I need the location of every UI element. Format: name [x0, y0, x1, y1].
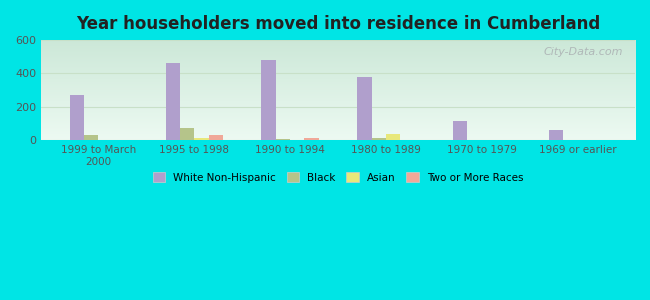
Bar [194, 138, 209, 140]
Bar [304, 138, 319, 140]
Bar [166, 63, 180, 140]
Text: City-Data.com: City-Data.com [543, 47, 623, 57]
Bar [357, 77, 372, 140]
Bar [372, 138, 386, 140]
Title: Year householders moved into residence in Cumberland: Year householders moved into residence i… [76, 15, 600, 33]
Bar [180, 128, 194, 140]
Bar [453, 121, 467, 140]
Legend: White Non-Hispanic, Black, Asian, Two or More Races: White Non-Hispanic, Black, Asian, Two or… [148, 168, 528, 187]
Bar [84, 135, 98, 140]
Bar [261, 60, 276, 140]
Bar [549, 130, 563, 140]
Bar [386, 134, 400, 140]
Bar [209, 135, 223, 140]
Bar [70, 95, 84, 140]
Bar [276, 139, 290, 140]
